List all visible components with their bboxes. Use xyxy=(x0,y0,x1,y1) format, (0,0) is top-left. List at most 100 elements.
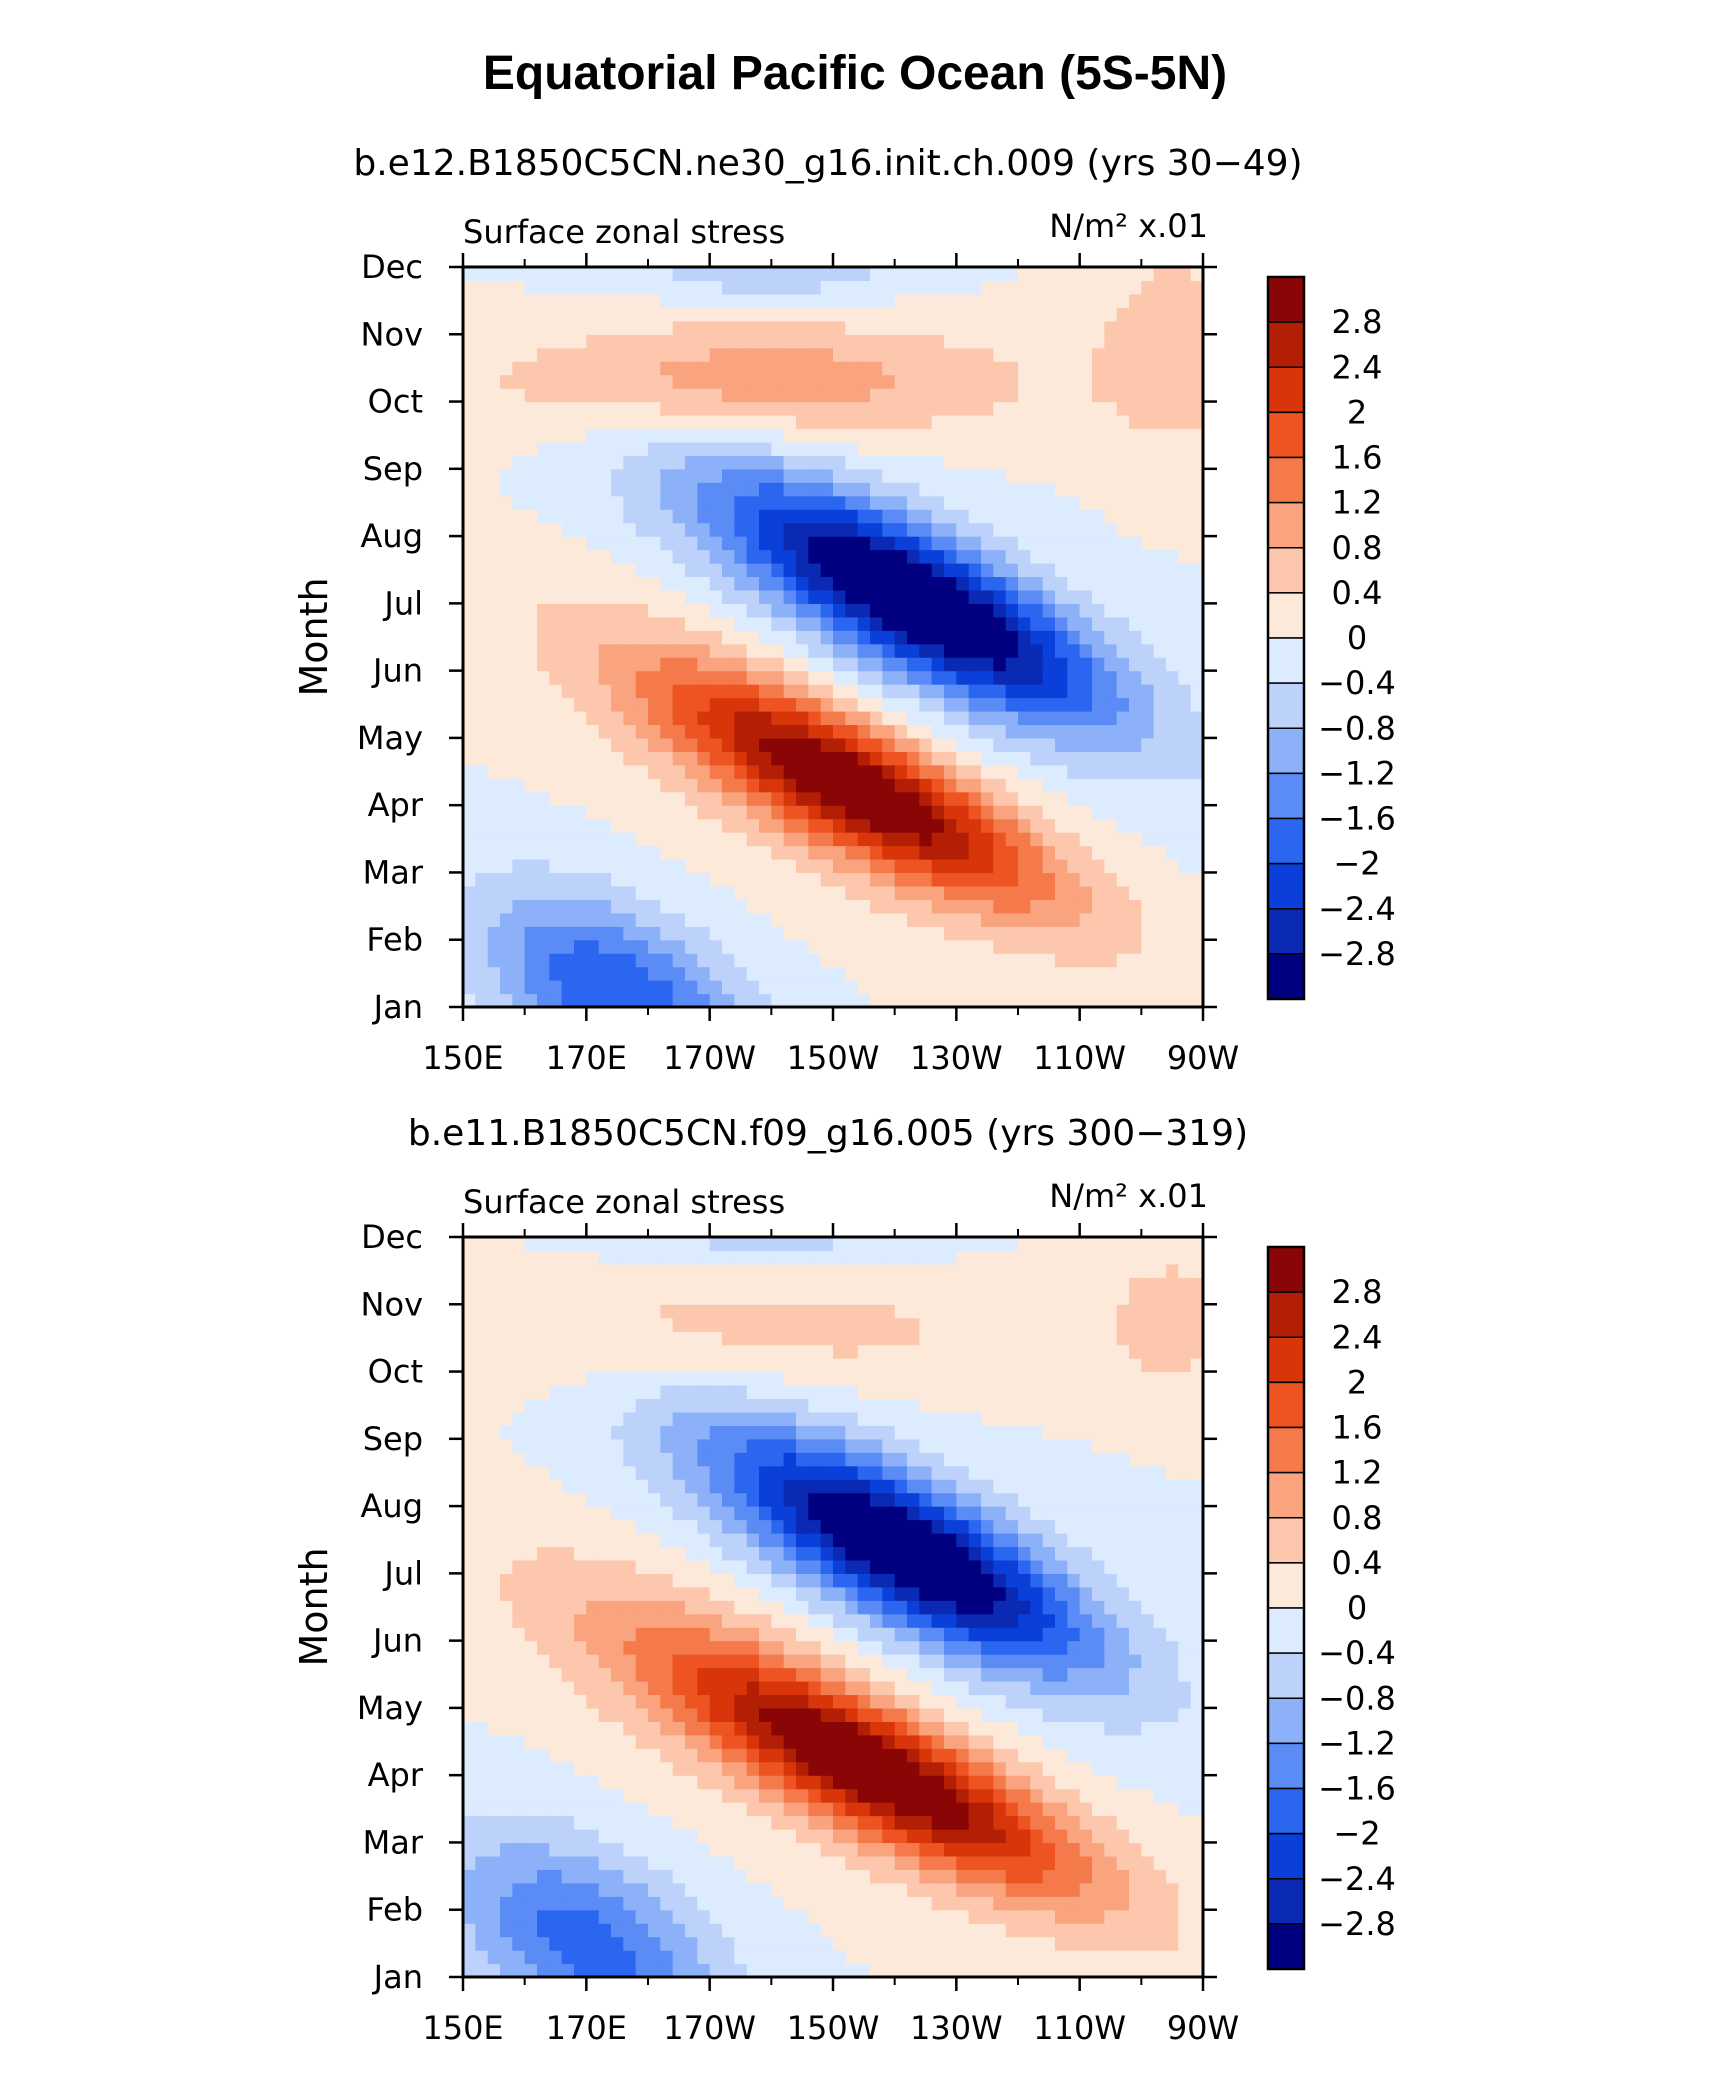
field-cell xyxy=(1092,267,1105,282)
field-cell xyxy=(648,1438,661,1453)
field-cell xyxy=(524,845,538,860)
field-cell xyxy=(512,764,526,779)
field-cell xyxy=(808,724,822,739)
field-cell xyxy=(685,885,698,900)
field-cell xyxy=(512,697,526,712)
field-cell xyxy=(968,482,982,497)
field-cell xyxy=(1079,307,1093,322)
field-cell xyxy=(796,1748,809,1763)
field-cell xyxy=(524,1385,538,1400)
field-cell xyxy=(783,1707,797,1722)
field-cell xyxy=(1067,791,1081,806)
field-cell xyxy=(475,1331,489,1346)
field-cell xyxy=(734,428,748,443)
field-cell xyxy=(648,1721,661,1736)
field-cell xyxy=(783,724,797,739)
field-cell xyxy=(771,630,785,645)
field-cell xyxy=(993,307,1007,322)
field-cell xyxy=(537,1237,550,1252)
field-cell xyxy=(524,1936,538,1951)
field-cell xyxy=(635,832,649,847)
field-cell xyxy=(894,899,908,914)
field-cell xyxy=(672,1371,686,1386)
field-cell xyxy=(1166,885,1179,900)
field-cell xyxy=(734,1385,748,1400)
field-cell xyxy=(1116,401,1130,416)
field-cell xyxy=(463,724,476,739)
field-cell xyxy=(1042,334,1056,349)
field-cell xyxy=(512,1882,526,1897)
field-cell xyxy=(746,670,760,685)
field-cell xyxy=(944,912,957,927)
field-cell xyxy=(685,1398,698,1413)
field-cell xyxy=(783,1909,797,1924)
field-cell xyxy=(611,751,624,766)
field-cell xyxy=(574,1546,587,1561)
field-cell xyxy=(475,1358,489,1373)
field-cell xyxy=(709,1909,723,1924)
field-cell xyxy=(660,764,674,779)
field-cell xyxy=(487,724,501,739)
field-cell xyxy=(672,1546,686,1561)
field-cell xyxy=(463,415,476,430)
field-cell xyxy=(759,1317,772,1332)
field-cell xyxy=(771,1613,785,1628)
field-cell xyxy=(537,912,550,927)
field-cell xyxy=(685,1667,698,1682)
field-cell xyxy=(623,1600,637,1615)
field-cell xyxy=(598,1600,612,1615)
field-cell xyxy=(561,859,575,874)
field-cell xyxy=(660,1882,674,1897)
field-cell xyxy=(524,320,538,335)
field-cell xyxy=(586,832,600,847)
field-cell xyxy=(660,751,674,766)
field-cell xyxy=(857,805,871,820)
field-cell xyxy=(796,1855,809,1870)
field-cell xyxy=(1042,549,1056,564)
field-cell xyxy=(1030,805,1044,820)
field-cell xyxy=(500,778,513,793)
field-cell xyxy=(919,630,933,645)
field-cell xyxy=(1092,993,1105,1008)
field-cell xyxy=(993,980,1007,995)
field-cell xyxy=(463,966,476,981)
field-cell xyxy=(598,939,612,954)
field-cell xyxy=(783,939,797,954)
field-cell xyxy=(586,482,600,497)
field-cell xyxy=(586,1546,600,1561)
field-cell xyxy=(1018,684,1031,699)
field-cell xyxy=(1141,522,1155,537)
field-cell xyxy=(537,1425,550,1440)
field-cell xyxy=(487,1573,501,1588)
field-cell xyxy=(870,670,883,685)
field-cell xyxy=(1005,805,1019,820)
field-cell xyxy=(561,1573,575,1588)
field-cell xyxy=(931,872,945,887)
field-cell xyxy=(574,805,587,820)
field-cell xyxy=(685,1519,698,1534)
field-cell xyxy=(1079,737,1093,752)
field-cell xyxy=(1178,415,1192,430)
field-cell xyxy=(722,1237,735,1252)
field-cell xyxy=(623,1654,637,1669)
field-cell xyxy=(771,953,785,968)
field-cell xyxy=(1092,643,1105,658)
field-cell xyxy=(796,576,809,591)
field-cell xyxy=(549,791,563,806)
field-cell xyxy=(1055,616,1068,631)
field-cell xyxy=(1018,361,1031,376)
field-cell xyxy=(808,455,822,470)
field-cell xyxy=(635,778,649,793)
field-cell xyxy=(771,1694,785,1709)
field-cell xyxy=(500,576,513,591)
field-cell xyxy=(722,1909,735,1924)
field-cell xyxy=(907,845,920,860)
colorbar-label: −2 xyxy=(1333,845,1380,883)
field-cell xyxy=(1055,563,1068,578)
field-cell xyxy=(561,334,575,349)
field-cell xyxy=(487,1385,501,1400)
field-cell xyxy=(1030,993,1044,1008)
field-cell xyxy=(722,293,735,308)
field-cell xyxy=(660,1358,674,1373)
field-cell xyxy=(808,495,822,510)
